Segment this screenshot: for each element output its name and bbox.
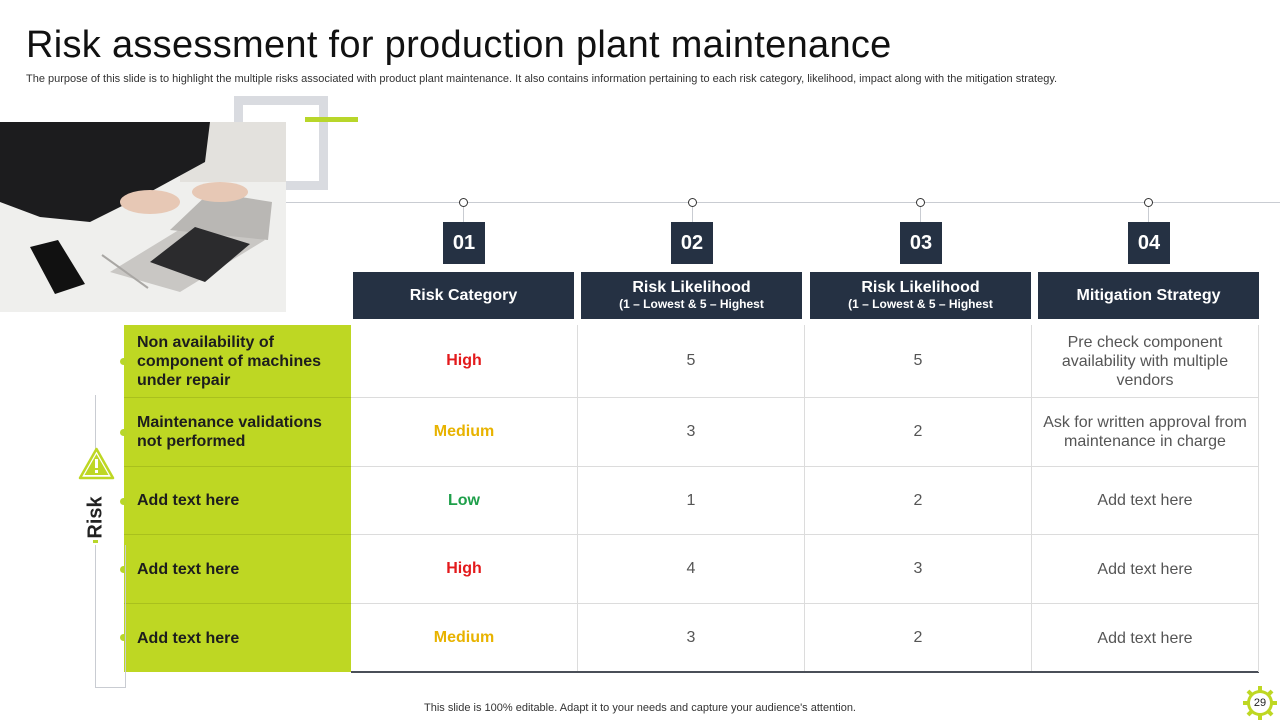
risk-category-cell: Medium: [351, 398, 578, 467]
step-number-1: 01: [443, 222, 485, 264]
table-row: Add text here Medium 3 2 Add text here: [120, 604, 1259, 672]
header-main: Mitigation Strategy: [1076, 286, 1221, 304]
laptop-photo: [0, 122, 286, 312]
impact-cell: 2: [805, 398, 1032, 467]
header-main: Risk Likelihood: [861, 279, 980, 296]
header-mitigation-strategy: Mitigation Strategy: [1038, 272, 1259, 319]
slide-title: Risk assessment for production plant mai…: [26, 24, 892, 66]
header-sub: (1 – Lowest & 5 – Highest: [619, 297, 764, 311]
page-number: 29: [1253, 697, 1267, 709]
step-number-3: 03: [900, 222, 942, 264]
risk-side-label-text: Risk: [84, 495, 107, 539]
header-risk-category: Risk Category: [353, 272, 574, 319]
header-risk-likelihood: Risk Likelihood (1 – Lowest & 5 – Highes…: [581, 272, 802, 319]
risk-side-label: Risk: [80, 492, 112, 542]
row-bullet: [120, 429, 127, 436]
likelihood-cell: 3: [578, 604, 805, 672]
timeline-dot: [459, 198, 468, 207]
risk-category-cell: High: [351, 535, 578, 604]
warning-icon: [78, 447, 115, 480]
likelihood-cell: 5: [578, 325, 805, 398]
header-sub: (1 – Lowest & 5 – Highest: [848, 297, 993, 311]
impact-cell: 5: [805, 325, 1032, 398]
risk-category-cell: Low: [351, 467, 578, 535]
risk-name-cell: Maintenance validations not performed: [124, 398, 351, 467]
bracket-line: [95, 395, 96, 453]
timeline-stem: [692, 207, 693, 222]
risk-accent: [93, 540, 98, 543]
table-row: Non availability of component of machine…: [120, 325, 1259, 398]
mitigation-cell: Add text here: [1032, 467, 1259, 535]
row-bullet: [120, 498, 127, 505]
step-number-2: 02: [671, 222, 713, 264]
impact-cell: 2: [805, 467, 1032, 535]
likelihood-cell: 4: [578, 535, 805, 604]
risk-name-cell: Non availability of component of machine…: [124, 325, 351, 398]
bracket-line: [95, 545, 126, 688]
table-row: Add text here High 4 3 Add text here: [120, 535, 1259, 604]
table-row: Add text here Low 1 2 Add text here: [120, 467, 1259, 535]
header-main: Risk Category: [409, 286, 518, 304]
table-right-border: [1258, 325, 1259, 672]
timeline-dot: [1144, 198, 1153, 207]
timeline-stem: [463, 207, 464, 222]
impact-cell: 2: [805, 604, 1032, 672]
timeline-line: [286, 202, 1280, 203]
table-row: Maintenance validations not performed Me…: [120, 398, 1259, 467]
likelihood-cell: 1: [578, 467, 805, 535]
row-bullet: [120, 634, 127, 641]
timeline-stem: [1148, 207, 1149, 222]
decorative-accent-bar: [305, 117, 358, 122]
risk-category-cell: Medium: [351, 604, 578, 672]
header-main: Risk Likelihood: [632, 279, 751, 296]
row-bullet: [120, 566, 127, 573]
gear-icon: [1243, 686, 1277, 720]
risk-name-cell: Add text here: [124, 467, 351, 535]
likelihood-cell: 3: [578, 398, 805, 467]
slide-subtitle: The purpose of this slide is to highligh…: [26, 73, 1058, 85]
timeline-dot: [688, 198, 697, 207]
table-bottom-rule: [351, 671, 1259, 673]
risk-table: Non availability of component of machine…: [120, 325, 1259, 672]
timeline-stem: [920, 207, 921, 222]
mitigation-cell: Add text here: [1032, 604, 1259, 672]
mitigation-cell: Pre check component availability with mu…: [1032, 325, 1259, 398]
mitigation-cell: Add text here: [1032, 535, 1259, 604]
risk-category-cell: High: [351, 325, 578, 398]
step-number-4: 04: [1128, 222, 1170, 264]
risk-name-cell: Add text here: [124, 535, 351, 604]
header-risk-likelihood-2: Risk Likelihood (1 – Lowest & 5 – Highes…: [810, 272, 1031, 319]
impact-cell: 3: [805, 535, 1032, 604]
timeline-dot: [916, 198, 925, 207]
page-number-badge: 29: [1243, 686, 1277, 720]
footer-note: This slide is 100% editable. Adapt it to…: [424, 702, 856, 714]
mitigation-cell: Ask for written approval from maintenanc…: [1032, 398, 1259, 467]
row-bullet: [120, 358, 127, 365]
risk-name-cell: Add text here: [124, 604, 351, 672]
